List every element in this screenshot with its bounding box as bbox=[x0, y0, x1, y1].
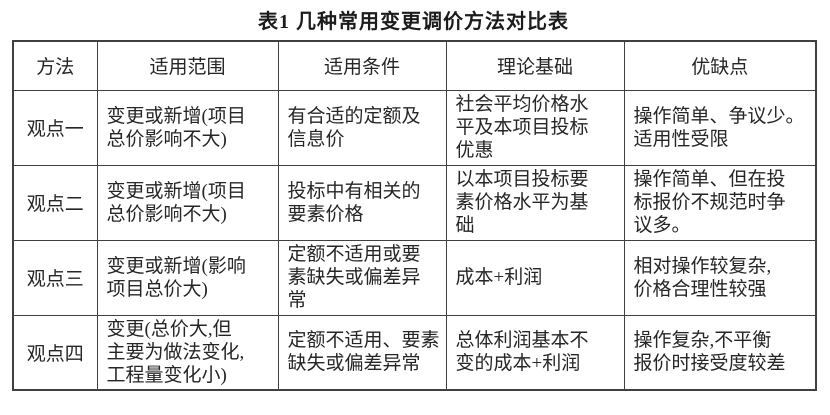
column-header-condition: 适用条件 bbox=[277, 40, 447, 91]
cell-basis: 社会平均价格水 平及本项目投标 优惠 bbox=[445, 89, 625, 166]
cell-condition: 定额不适用或要 素缺失或偏差异 常 bbox=[277, 239, 447, 316]
column-header-scope: 适用范围 bbox=[96, 40, 279, 91]
cell-basis: 成本+利润 bbox=[445, 239, 625, 316]
cell-basis: 总体利润基本不 变的成本+利润 bbox=[445, 314, 625, 391]
cell-condition: 定额不适用、要素 缺失或偏差异常 bbox=[277, 314, 447, 391]
cell-condition: 有合适的定额及 信息价 bbox=[277, 89, 447, 166]
table-row-viewpoint-2: 观点二 变更或新增(项目 总价影响不大) 投标中有相关的 要素价格 以本项目投标… bbox=[12, 164, 817, 241]
column-header-method: 方法 bbox=[12, 40, 98, 91]
cell-pros-cons: 操作简单、但在投 标报价不规范时争 议多。 bbox=[623, 164, 817, 241]
cell-method: 观点三 bbox=[12, 239, 98, 316]
table-row-viewpoint-4: 观点四 变更(总价大,但 主要为做法变化, 工程量变化小) 定额不适用、要素 缺… bbox=[12, 314, 817, 391]
cell-scope: 变更(总价大,但 主要为做法变化, 工程量变化小) bbox=[96, 314, 279, 391]
comparison-table: 方法 适用范围 适用条件 理论基础 优缺点 观点一 变更或新增(项目 总价影响不… bbox=[12, 40, 817, 391]
cell-pros-cons: 操作复杂,不平衡 报价时接受度较差 bbox=[623, 314, 817, 391]
cell-scope: 变更或新增(项目 总价影响不大) bbox=[96, 89, 279, 166]
column-header-basis: 理论基础 bbox=[445, 40, 625, 91]
cell-condition: 投标中有相关的 要素价格 bbox=[277, 164, 447, 241]
cell-scope: 变更或新增(项目 总价影响不大) bbox=[96, 164, 279, 241]
cell-method: 观点一 bbox=[12, 89, 98, 166]
header-row: 方法 适用范围 适用条件 理论基础 优缺点 bbox=[12, 40, 817, 91]
cell-method: 观点四 bbox=[12, 314, 98, 391]
cell-scope: 变更或新增(影响 项目总价大) bbox=[96, 239, 279, 316]
cell-basis: 以本项目投标要 素价格水平为基 础 bbox=[445, 164, 625, 241]
column-header-pros-cons: 优缺点 bbox=[623, 40, 817, 91]
table-row-viewpoint-1: 观点一 变更或新增(项目 总价影响不大) 有合适的定额及 信息价 社会平均价格水… bbox=[12, 89, 817, 166]
table-row-viewpoint-3: 观点三 变更或新增(影响 项目总价大) 定额不适用或要 素缺失或偏差异 常 成本… bbox=[12, 239, 817, 316]
cell-pros-cons: 相对操作较复杂, 价格合理性较强 bbox=[623, 239, 817, 316]
cell-pros-cons: 操作简单、争议少。 适用性受限 bbox=[623, 89, 817, 166]
table-title: 表1 几种常用变更调价方法对比表 bbox=[258, 11, 569, 33]
cell-method: 观点二 bbox=[12, 164, 98, 241]
